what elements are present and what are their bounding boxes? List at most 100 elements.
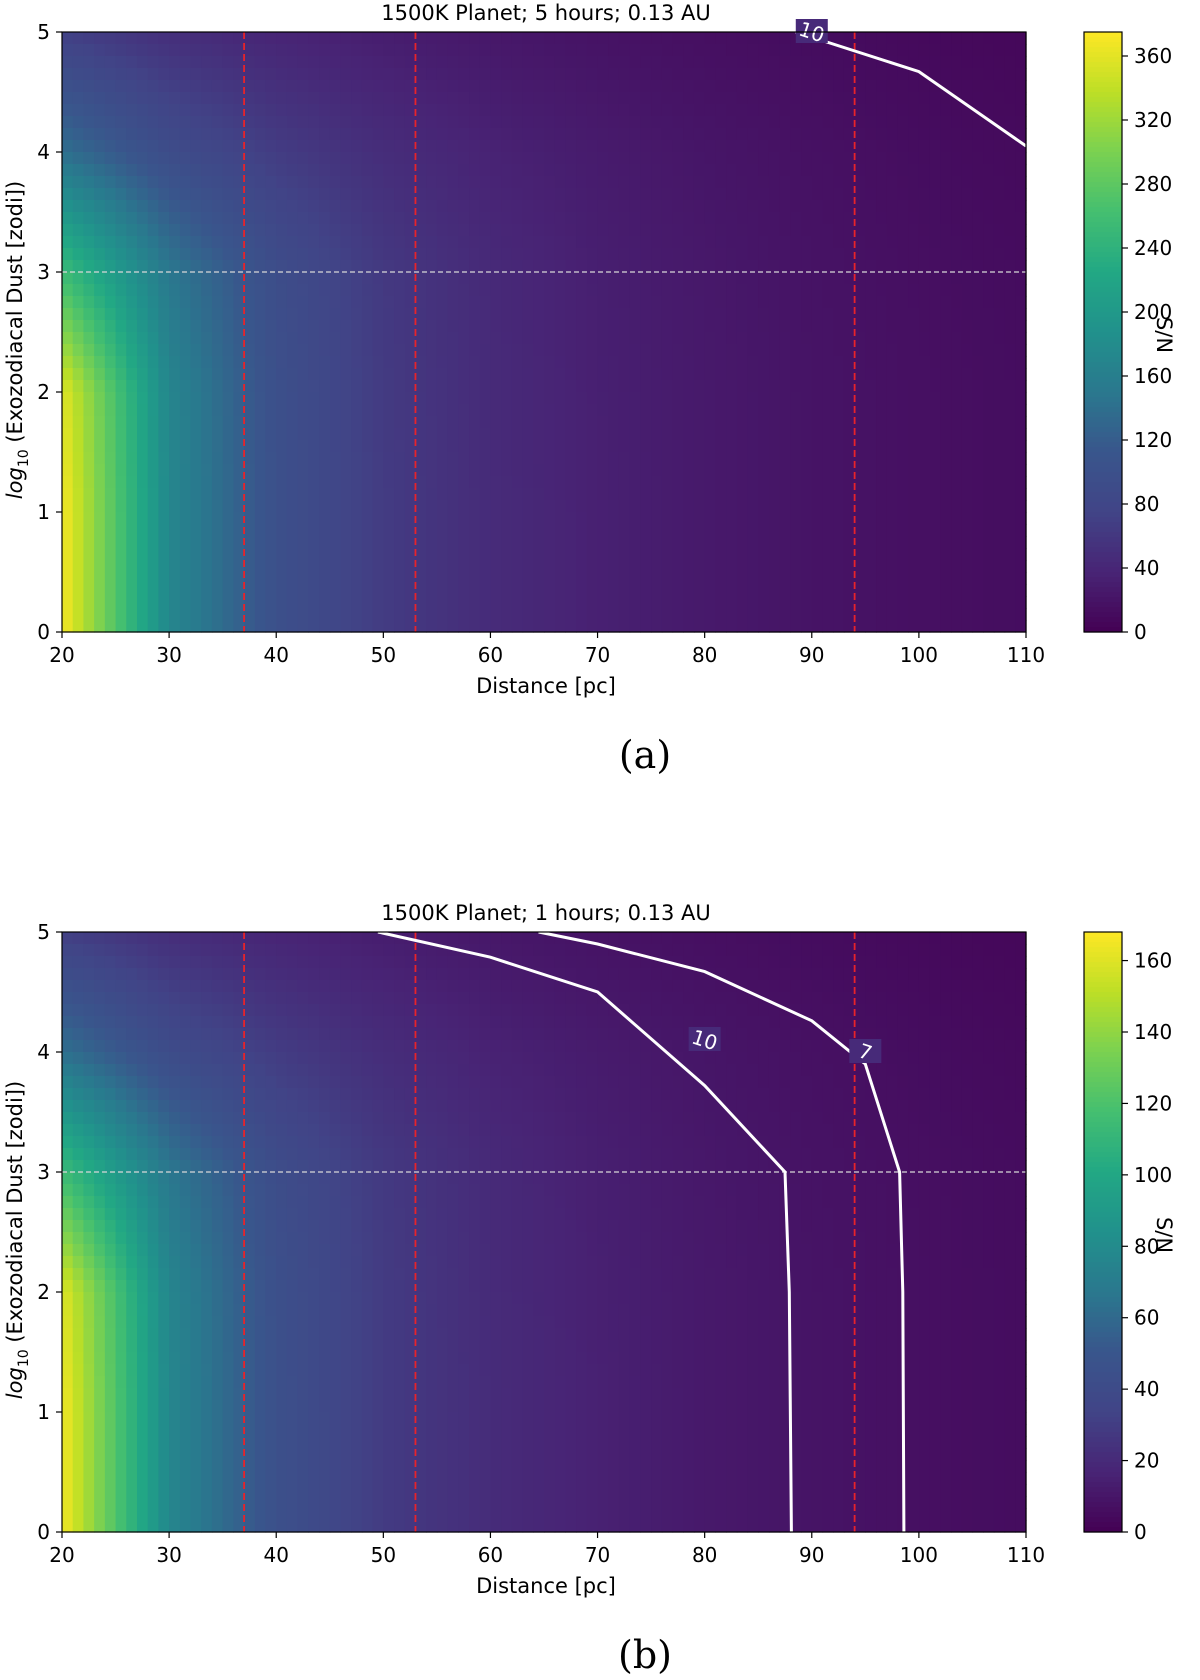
heatmap-cell <box>929 392 941 405</box>
heatmap-cell <box>436 164 449 177</box>
heatmap-cell <box>597 212 609 225</box>
heatmap-cell <box>897 140 909 153</box>
heatmap-cell <box>801 320 813 333</box>
heatmap-cell <box>747 248 759 261</box>
heatmap-cell <box>651 32 663 45</box>
heatmap-cell <box>554 116 567 129</box>
heatmap-cell <box>908 380 920 393</box>
heatmap-cell <box>918 524 931 537</box>
heatmap-cell <box>201 44 213 57</box>
heatmap-cell <box>951 524 963 537</box>
heatmap-cell <box>147 116 159 129</box>
heatmap-cell <box>447 356 459 369</box>
heatmap-cell <box>447 452 459 465</box>
heatmap-cell <box>897 248 909 261</box>
heatmap-cell <box>683 956 695 969</box>
heatmap-cell <box>918 368 931 381</box>
heatmap-cell <box>544 344 556 357</box>
heatmap-cell <box>586 212 599 225</box>
heatmap-cell <box>479 308 492 321</box>
heatmap-cell <box>458 572 470 585</box>
heatmap-cell <box>179 308 192 321</box>
heatmap-cell <box>951 248 963 261</box>
heatmap-cell <box>233 140 245 153</box>
heatmap-cell <box>308 56 320 69</box>
heatmap-cell <box>319 92 331 105</box>
heatmap-cell <box>576 296 588 309</box>
heatmap-cell <box>286 308 299 321</box>
heatmap-cell <box>265 608 277 621</box>
heatmap-cell <box>501 164 513 177</box>
heatmap-cell <box>929 236 941 249</box>
heatmap-cell <box>501 224 513 237</box>
heatmap-cell <box>865 524 877 537</box>
heatmap-cell <box>351 500 363 513</box>
heatmap-cell <box>640 176 652 189</box>
heatmap-cell <box>1004 452 1016 465</box>
heatmap-cell <box>458 536 470 549</box>
heatmap-cell <box>522 116 534 129</box>
heatmap-cell <box>854 56 866 69</box>
colorbar-segment <box>1084 507 1122 513</box>
heatmap-cell <box>297 272 309 285</box>
heatmap-cell <box>854 104 866 117</box>
heatmap-cell <box>222 404 234 417</box>
heatmap-cell <box>790 368 802 381</box>
colorbar-segment <box>1084 177 1122 183</box>
heatmap-cell <box>1015 272 1027 285</box>
heatmap-cell <box>340 44 352 57</box>
heatmap-cell <box>843 440 856 453</box>
heatmap-cell <box>404 140 417 153</box>
heatmap-cell <box>586 176 599 189</box>
heatmap-cell <box>726 248 738 261</box>
heatmap-cell <box>886 308 899 321</box>
heatmap-cell <box>993 356 1006 369</box>
heatmap-cell <box>126 248 138 261</box>
heatmap-cell <box>286 368 299 381</box>
heatmap-cell <box>83 176 95 189</box>
heatmap-cell <box>319 248 331 261</box>
heatmap-cell <box>586 104 599 117</box>
heatmap-cell <box>394 956 406 969</box>
heatmap-cell <box>511 32 524 45</box>
heatmap-cell <box>918 188 931 201</box>
heatmap-cell <box>726 44 738 57</box>
heatmap-cell <box>501 200 513 213</box>
heatmap-cell <box>104 404 117 417</box>
heatmap-cell <box>608 164 620 177</box>
heatmap-cell <box>618 248 631 261</box>
heatmap-cell <box>672 476 684 489</box>
heatmap-cell <box>993 332 1006 345</box>
heatmap-cell <box>629 536 641 549</box>
heatmap-cell <box>736 68 749 81</box>
heatmap-cell <box>779 428 791 441</box>
heatmap-cell <box>308 500 320 513</box>
heatmap-cell <box>522 392 534 405</box>
heatmap-cell <box>533 104 545 117</box>
heatmap-cell <box>62 428 74 441</box>
heatmap-cell <box>447 932 459 945</box>
heatmap-cell <box>190 188 202 201</box>
heatmap-cell <box>62 200 74 213</box>
heatmap-cell <box>833 128 845 141</box>
heatmap-cell <box>158 56 170 69</box>
heatmap-cell <box>961 200 974 213</box>
heatmap-cell <box>897 104 909 117</box>
heatmap-cell <box>833 344 845 357</box>
heatmap-cell <box>447 548 459 561</box>
heatmap-cell <box>501 500 513 513</box>
heatmap-cell <box>222 32 234 45</box>
heatmap-cell <box>190 560 202 573</box>
heatmap-cell <box>447 92 459 105</box>
heatmap-cell <box>244 956 256 969</box>
heatmap-cell <box>1004 608 1016 621</box>
heatmap-cell <box>779 308 791 321</box>
x-tick-label: 50 <box>371 643 396 667</box>
heatmap-cell <box>597 164 609 177</box>
heatmap-cell <box>779 284 791 297</box>
heatmap-cell <box>265 152 277 165</box>
heatmap-cell <box>469 176 481 189</box>
heatmap-cell <box>811 476 824 489</box>
heatmap-cell <box>951 404 963 417</box>
